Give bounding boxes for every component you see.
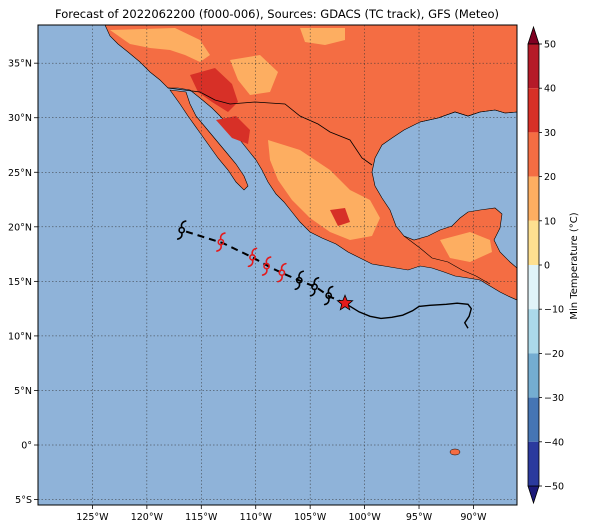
colorbar-extend-bottom — [527, 485, 540, 505]
coastline-gulf — [419, 109, 517, 123]
colorbar-segment — [528, 309, 539, 354]
map-panel: 125°W 120°W 115°W 110°W 105°W 100°W 95°W 90°W 35… — [8, 24, 518, 523]
x-tick-label: 95°W — [406, 512, 433, 523]
land-hot-zone — [190, 68, 238, 112]
land-warm-zone — [110, 28, 210, 62]
map-frame — [37, 24, 518, 506]
x-tick-label: 105°W — [294, 512, 327, 523]
x-tick-label: 115°W — [185, 512, 218, 523]
y-tick-label: 25°N — [8, 168, 32, 179]
current-position-star-icon — [336, 294, 354, 311]
land-small-island — [449, 448, 461, 456]
colorbar-tick-label: 20 — [544, 172, 556, 183]
hurricane-symbol-icon — [294, 270, 305, 291]
hurricane-symbol-icon — [309, 277, 320, 297]
land-warm-zone-3 — [230, 55, 278, 95]
colorbar-segment — [528, 132, 539, 177]
colorbar-tick-label: −10 — [544, 305, 564, 316]
figure-title: Forecast of 2022062200 (f000-006), Sourc… — [55, 7, 499, 21]
x-tick-label: 90°W — [460, 512, 487, 523]
colorbar-tick-label: 10 — [544, 216, 556, 227]
x-tick-label: 110°W — [240, 512, 273, 523]
border-central-america — [403, 235, 491, 285]
graticule — [38, 25, 517, 505]
hurricane-symbol-icon — [216, 232, 226, 252]
y-tick-label: 10°N — [8, 331, 32, 342]
colorbar-segment — [528, 88, 539, 133]
cyclone-track — [176, 220, 473, 329]
y-tick-label: 15°N — [8, 277, 32, 288]
colorbar-segment — [528, 44, 539, 89]
forecast-track-line — [184, 230, 346, 305]
colorbar: 50 40 30 20 10 0 −10 −20 −30 −40 −50 — [527, 25, 564, 505]
colorbar-label: Min Temperature (°C) — [569, 212, 580, 319]
border-us-mexico — [167, 87, 373, 166]
land-baja-california — [169, 89, 249, 191]
y-tick-label: 30°N — [8, 113, 32, 124]
x-tick-label: 100°W — [348, 512, 381, 523]
colorbar-segment — [528, 397, 539, 442]
hurricane-symbol-icon — [247, 247, 258, 268]
colorbar-tick-label: −40 — [544, 437, 564, 448]
axis-ticks: 125°W 120°W 115°W 110°W 105°W 100°W 95°W 90°W 35… — [8, 59, 487, 523]
hurricane-symbol-icon — [277, 262, 287, 283]
colorbar-segment — [528, 265, 539, 310]
colorbar-segment — [528, 220, 539, 265]
land-highlands — [268, 140, 380, 240]
y-tick-label: 35°N — [8, 59, 32, 70]
y-tick-label: 5°N — [14, 386, 32, 397]
colorbar-tick-label: 30 — [544, 128, 556, 139]
y-tick-label: 20°N — [8, 222, 32, 233]
observed-track-line — [344, 302, 473, 329]
hurricane-symbol-icon — [176, 220, 187, 240]
land-warm-zone-2 — [300, 28, 345, 45]
land-highlands-2 — [440, 232, 492, 262]
x-tick-label: 125°W — [76, 512, 109, 523]
colorbar-tick-label: −30 — [544, 393, 564, 404]
hurricane-symbol-icon — [261, 256, 272, 276]
colorbar-tick-label: 50 — [544, 40, 556, 51]
colorbar-tick-label: −20 — [544, 349, 564, 360]
land-hot-zone-2 — [216, 116, 250, 144]
colorbar-segment — [528, 353, 539, 398]
x-tick-label: 120°W — [131, 512, 164, 523]
colorbar-extend-top — [527, 25, 540, 45]
y-tick-label: 0° — [21, 441, 32, 452]
colorbar-tick-label: 0 — [544, 261, 550, 272]
colorbar-segment — [528, 176, 539, 221]
hurricane-symbol-icon — [323, 285, 334, 306]
colorbar-segment — [528, 441, 539, 486]
colorbar-tick-label: −50 — [544, 482, 564, 493]
colorbar-tick-label: 40 — [544, 84, 556, 95]
y-tick-label: 5°S — [15, 495, 32, 506]
land-hot-zone-3 — [330, 208, 350, 226]
